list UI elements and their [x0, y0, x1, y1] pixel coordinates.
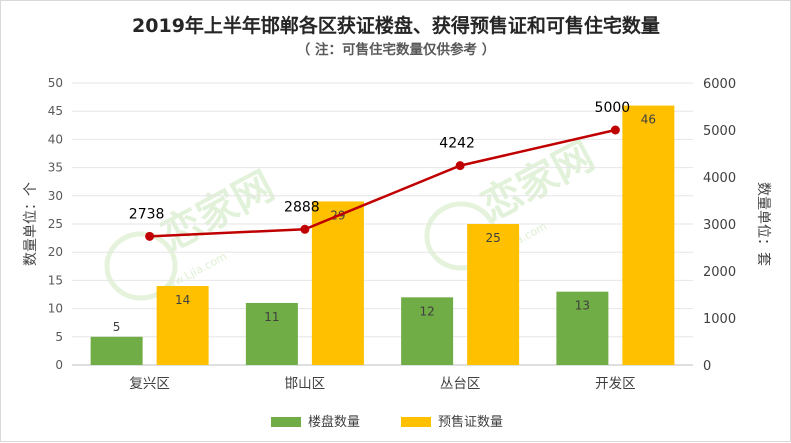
left-tick-label: 25 [48, 217, 63, 231]
y-axis-left-title: 数量单位：个 [23, 182, 39, 266]
bar-data-label: 5 [113, 320, 121, 334]
x-tick-label: 邯山区 [285, 376, 326, 392]
right-tick-label: 6000 [703, 77, 736, 92]
bar-presale-permits [622, 105, 675, 365]
legend-swatch [401, 417, 431, 427]
line-data-label: 5000 [595, 100, 631, 116]
watermark-logo-icon [104, 231, 178, 301]
bar-data-label: 25 [485, 231, 500, 245]
bar-buildings [90, 336, 143, 365]
left-axis-ticks: 0 5 10 15 20 25 30 35 40 45 50 [48, 76, 63, 372]
legend-label: 预售证数量 [438, 414, 503, 430]
right-axis-ticks: 0 1000 2000 3000 4000 5000 6000 [703, 77, 736, 374]
line-data-label: 2738 [129, 206, 165, 222]
left-tick-label: 40 [48, 132, 63, 146]
x-tick-label: 复兴区 [129, 375, 170, 392]
right-tick-label: 1000 [703, 312, 736, 327]
right-tick-label: 3000 [703, 218, 736, 233]
left-tick-label: 15 [48, 273, 63, 287]
left-tick-label: 0 [55, 358, 63, 372]
left-tick-label: 30 [48, 189, 63, 203]
bar-presale-permits [467, 224, 520, 365]
bar-data-label: 12 [419, 304, 434, 318]
legend-label: 楼盘数量 [308, 414, 360, 430]
bar-data-label: 14 [175, 293, 190, 307]
right-tick-label: 2000 [703, 265, 736, 280]
right-tick-label: 0 [703, 359, 711, 374]
legend: 楼盘数量 预售证数量 [271, 414, 503, 430]
left-tick-label: 20 [48, 245, 63, 259]
line-data-label: 2888 [284, 199, 320, 215]
bar-buildings [556, 291, 609, 365]
bar-presale-permits [311, 201, 364, 365]
left-tick-label: 50 [48, 76, 63, 90]
watermark-text: 恋家网 [154, 163, 282, 260]
line-point [610, 125, 620, 135]
bar-data-label: 13 [575, 299, 590, 313]
line-point [455, 161, 465, 171]
bar-data-label: 11 [264, 310, 279, 324]
right-tick-label: 5000 [703, 124, 736, 139]
line-series: 2738 2888 4242 5000 [129, 100, 630, 241]
y-axis-right-title: 数量单位：套 [755, 182, 771, 266]
left-tick-label: 10 [48, 302, 63, 316]
legend-swatch [271, 417, 301, 427]
right-tick-label: 4000 [703, 171, 736, 186]
chart-title: 2019年上半年邯郸各区获证楼盘、获得预售证和可售住宅数量 [132, 14, 660, 37]
bar-data-label: 46 [641, 113, 656, 127]
chart-subtitle: （ 注：可售住宅数量仅供参考 ） [297, 41, 495, 58]
line-point [300, 224, 310, 234]
bar-buildings [245, 302, 298, 365]
x-axis-categories: 复兴区 邯山区 丛台区 开发区 [129, 375, 635, 392]
x-tick-label: 开发区 [595, 376, 636, 392]
bar-buildings [401, 297, 454, 365]
left-tick-label: 5 [55, 330, 63, 344]
bar-presale-permits [156, 286, 209, 365]
left-tick-label: 35 [48, 161, 63, 175]
line-point [145, 231, 155, 241]
x-tick-label: 丛台区 [440, 376, 481, 392]
left-tick-label: 45 [48, 104, 63, 118]
line-data-label: 4242 [439, 136, 475, 152]
line-path [149, 128, 616, 238]
